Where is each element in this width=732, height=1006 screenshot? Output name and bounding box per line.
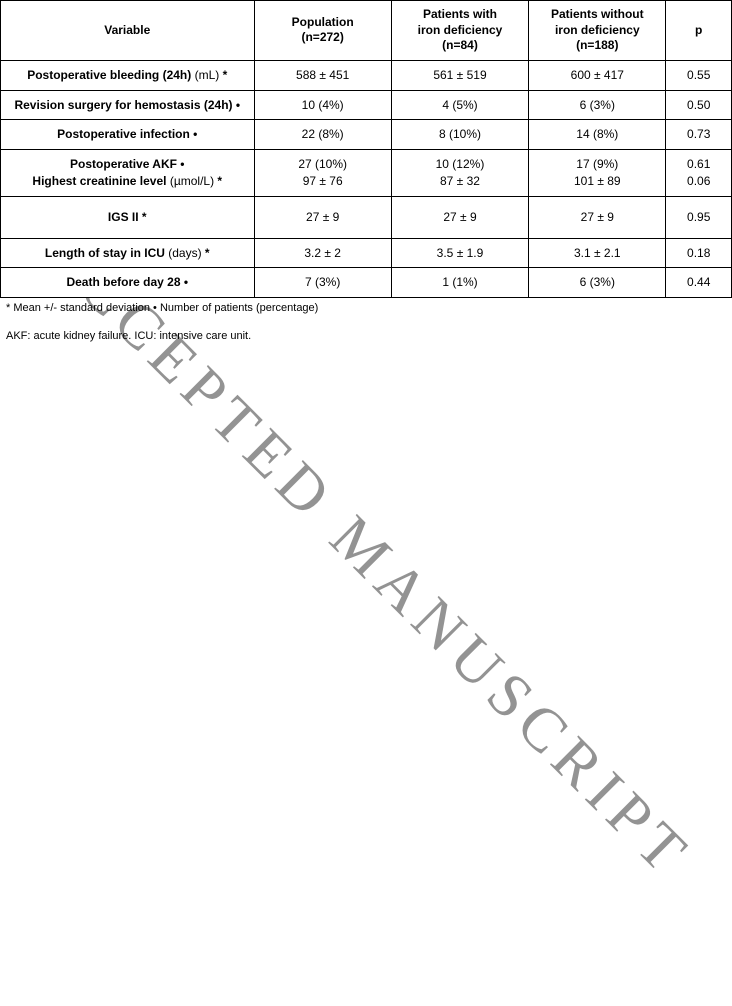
pop-cell: 3.2 ± 2 — [254, 238, 391, 268]
with-cell: 4 (5%) — [391, 90, 528, 120]
without-cell: 3.1 ± 2.1 — [529, 238, 666, 268]
without-cell: 6 (3%) — [529, 90, 666, 120]
pop-cell: 27 ± 9 — [254, 196, 391, 238]
footnotes: * Mean +/- standard deviation • Number o… — [6, 300, 732, 345]
header-without-deficiency: Patients without iron deficiency (n=188) — [529, 1, 666, 61]
variable-cell: Postoperative bleeding (24h) (mL) * — [1, 60, 255, 90]
p-cell: 0.61 0.06 — [666, 150, 732, 197]
header-population: Population (n=272) — [254, 1, 391, 61]
variable-cell: IGS II * — [1, 196, 255, 238]
without-cell: 17 (9%) 101 ± 89 — [529, 150, 666, 197]
var-label: Death before day 28 • — [66, 275, 188, 289]
var-mark: * — [223, 68, 228, 82]
header-without-1: Patients without — [551, 7, 644, 21]
p-cell: 0.44 — [666, 268, 732, 298]
pop-cell: 588 ± 451 — [254, 60, 391, 90]
without-cell: 600 ± 417 — [529, 60, 666, 90]
p-2: 0.06 — [687, 174, 710, 188]
pop-cell: 7 (3%) — [254, 268, 391, 298]
without-1: 17 (9%) — [576, 157, 618, 171]
var-label-2: Highest creatinine level — [32, 174, 166, 188]
table-row: Revision surgery for hemostasis (24h) • … — [1, 90, 732, 120]
with-cell: 8 (10%) — [391, 120, 528, 150]
pop-cell: 22 (8%) — [254, 120, 391, 150]
variable-cell: Revision surgery for hemostasis (24h) • — [1, 90, 255, 120]
var-mark: * — [205, 246, 210, 260]
pop-1: 27 (10%) — [298, 157, 347, 171]
p-cell: 0.73 — [666, 120, 732, 150]
p-cell: 0.50 — [666, 90, 732, 120]
header-with-deficiency: Patients with iron deficiency (n=84) — [391, 1, 528, 61]
with-cell: 10 (12%) 87 ± 32 — [391, 150, 528, 197]
without-2: 101 ± 89 — [574, 174, 621, 188]
var-unit: (mL) — [191, 68, 222, 82]
without-cell: 27 ± 9 — [529, 196, 666, 238]
table-row: Length of stay in ICU (days) * 3.2 ± 2 3… — [1, 238, 732, 268]
var-unit: (days) — [165, 246, 205, 260]
table-row: Postoperative infection • 22 (8%) 8 (10%… — [1, 120, 732, 150]
p-cell: 0.95 — [666, 196, 732, 238]
with-cell: 561 ± 519 — [391, 60, 528, 90]
var-label: Postoperative infection • — [57, 127, 197, 141]
results-table: Variable Population (n=272) Patients wit… — [0, 0, 732, 298]
table-row: Postoperative AKF • Highest creatinine l… — [1, 150, 732, 197]
with-2: 87 ± 32 — [440, 174, 480, 188]
table-row: Death before day 28 • 7 (3%) 1 (1%) 6 (3… — [1, 268, 732, 298]
header-pop-n: (n=272) — [301, 30, 343, 44]
with-cell: 3.5 ± 1.9 — [391, 238, 528, 268]
var-label: Length of stay in ICU — [45, 246, 165, 260]
header-with-n: (n=84) — [442, 38, 478, 52]
header-pop-label: Population — [292, 15, 354, 29]
p-cell: 0.18 — [666, 238, 732, 268]
without-cell: 14 (8%) — [529, 120, 666, 150]
header-without-2: iron deficiency — [555, 23, 640, 37]
variable-cell: Death before day 28 • — [1, 268, 255, 298]
header-variable: Variable — [1, 1, 255, 61]
with-cell: 27 ± 9 — [391, 196, 528, 238]
pop-cell: 10 (4%) — [254, 90, 391, 120]
var-unit-2: (µmol/L) — [166, 174, 217, 188]
header-without-n: (n=188) — [576, 38, 618, 52]
variable-cell: Length of stay in ICU (days) * — [1, 238, 255, 268]
p-1: 0.61 — [687, 157, 710, 171]
header-with-1: Patients with — [423, 7, 497, 21]
header-row: Variable Population (n=272) Patients wit… — [1, 1, 732, 61]
variable-cell: Postoperative AKF • Highest creatinine l… — [1, 150, 255, 197]
with-cell: 1 (1%) — [391, 268, 528, 298]
table-container: Variable Population (n=272) Patients wit… — [0, 0, 732, 345]
variable-cell: Postoperative infection • — [1, 120, 255, 150]
header-with-2: iron deficiency — [418, 23, 503, 37]
footnote-2: AKF: acute kidney failure. ICU: intensiv… — [6, 328, 732, 346]
with-1: 10 (12%) — [436, 157, 485, 171]
without-cell: 6 (3%) — [529, 268, 666, 298]
p-cell: 0.55 — [666, 60, 732, 90]
var-label: Postoperative bleeding (24h) — [27, 68, 191, 82]
pop-cell: 27 (10%) 97 ± 76 — [254, 150, 391, 197]
var-label-1: Postoperative AKF • — [70, 157, 184, 171]
footnote-1: * Mean +/- standard deviation • Number o… — [6, 300, 732, 318]
table-row: IGS II * 27 ± 9 27 ± 9 27 ± 9 0.95 — [1, 196, 732, 238]
header-p: p — [666, 1, 732, 61]
pop-2: 97 ± 76 — [303, 174, 343, 188]
table-row: Postoperative bleeding (24h) (mL) * 588 … — [1, 60, 732, 90]
var-label: Revision surgery for hemostasis (24h) • — [14, 98, 240, 112]
var-mark-2: * — [217, 174, 222, 188]
var-mark: * — [142, 210, 147, 224]
var-label: IGS II — [108, 210, 142, 224]
